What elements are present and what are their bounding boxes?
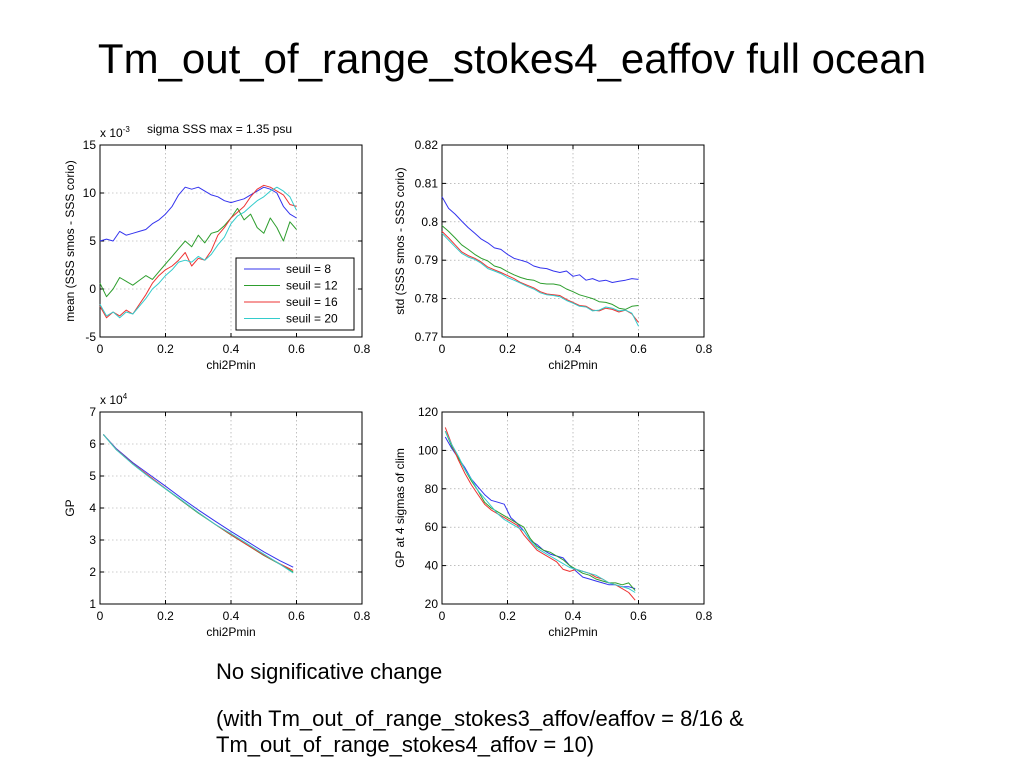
- y-tick-label: 10: [83, 186, 97, 200]
- series-line-seuil-8: [99, 186, 297, 242]
- y-tick-label: 120: [418, 405, 438, 419]
- series-line-seuil-20: [102, 434, 294, 574]
- x-tick-label: 0.4: [565, 609, 582, 623]
- y-tick-label: 0.77: [415, 330, 439, 344]
- series-line-seuil-8: [444, 436, 636, 590]
- x-axis-label: chi2Pmin: [548, 358, 597, 372]
- x-tick-label: 0: [97, 609, 104, 623]
- x-tick-label: 0.4: [223, 609, 240, 623]
- y-axis-label: std (SSS smos - SSS corio): [393, 167, 407, 314]
- series-line-seuil-12: [99, 207, 297, 298]
- y-tick-label: 40: [425, 559, 439, 573]
- y-tick-label: 0: [89, 282, 96, 296]
- y-tick-label: 0.78: [415, 292, 439, 306]
- x-tick-label: 0.4: [565, 342, 582, 356]
- x-tick-label: 0: [439, 609, 446, 623]
- series-line-seuil-20: [444, 430, 636, 593]
- y-tick-label: 5: [89, 469, 96, 483]
- x-tick-label: 0.2: [157, 609, 174, 623]
- y-tick-label: -5: [85, 330, 96, 344]
- x-tick-label: 0.6: [288, 342, 305, 356]
- y-multiplier-exponent: 4: [123, 392, 128, 401]
- y-tick-label: 15: [83, 138, 97, 152]
- y-tick-label: 0.82: [415, 138, 439, 152]
- x-tick-label: 0.4: [223, 342, 240, 356]
- x-tick-label: 0.8: [354, 342, 371, 356]
- y-tick-label: 1: [89, 597, 96, 611]
- x-axis-label: chi2Pmin: [206, 625, 255, 639]
- y-tick-label: 0.79: [415, 253, 439, 267]
- y-tick-label: 0.8: [421, 215, 438, 229]
- x-axis-label: chi2Pmin: [206, 358, 255, 372]
- y-tick-label: 20: [425, 597, 439, 611]
- y-tick-label: 2: [89, 565, 96, 579]
- x-tick-label: 0.6: [630, 342, 647, 356]
- x-tick-label: 0: [97, 342, 104, 356]
- y-tick-label: 80: [425, 482, 439, 496]
- slide-title: Tm_out_of_range_stokes4_eaffov full ocea…: [97, 35, 927, 82]
- x-tick-label: 0.8: [696, 609, 713, 623]
- x-tick-label: 0.8: [696, 342, 713, 356]
- y-multiplier: x 104: [100, 392, 128, 407]
- y-tick-label: 60: [425, 520, 439, 534]
- chart-gp-4-sigmas: 0 0.2 0.4 0.6 0.8 20 40 60 80 100 120 chi2Pmin GP at…: [393, 405, 713, 639]
- x-tick-label: 0: [439, 342, 446, 356]
- x-tick-label: 0.8: [354, 609, 371, 623]
- chart-title: sigma SSS max = 1.35 psu: [147, 122, 292, 136]
- legend-label-seuil-12: seuil = 12: [286, 279, 338, 293]
- series-line-seuil-20: [441, 232, 639, 327]
- y-tick-label: 3: [89, 533, 96, 547]
- chart-gp: 0 0.2 0.4 0.6 0.8 1 2 3 4 5 6 7 chi2Pmin GP x 104: [63, 392, 371, 639]
- y-axis-label: GP: [63, 499, 77, 516]
- chart-std: 0 0.2 0.4 0.6 0.8 0.77 0.78 0.79 0.8 0.81 0.82 chi2…: [393, 138, 713, 372]
- y-tick-label: 100: [418, 443, 438, 457]
- y-tick-label: 5: [89, 234, 96, 248]
- y-multiplier-exponent: -3: [123, 125, 131, 134]
- legend-box: [235, 257, 355, 331]
- series-line-seuil-8: [102, 434, 294, 568]
- y-tick-label: 0.81: [415, 176, 439, 190]
- y-multiplier: x 10-3: [100, 125, 130, 140]
- y-axis-label: mean (SSS smos - SSS corio): [63, 160, 77, 321]
- y-axis-label: GP at 4 sigmas of clim: [393, 448, 407, 568]
- x-tick-label: 0.6: [630, 609, 647, 623]
- legend-label-seuil-16: seuil = 16: [286, 295, 338, 309]
- series-line-seuil-20: [99, 186, 297, 319]
- y-tick-label: 6: [89, 437, 96, 451]
- caption-summary: No significative change: [216, 659, 443, 684]
- series-line-seuil-12: [441, 225, 639, 310]
- x-axis-label: chi2Pmin: [548, 625, 597, 639]
- caption-details: (with Tm_out_of_range_stokes3_affov/eaff…: [216, 706, 744, 758]
- y-tick-label: 4: [89, 501, 96, 515]
- legend-label-seuil-8: seuil = 8: [286, 262, 331, 276]
- x-tick-label: 0.2: [157, 342, 174, 356]
- series-line-seuil-16: [441, 231, 639, 323]
- x-tick-label: 0.2: [499, 609, 516, 623]
- x-tick-label: 0.6: [288, 609, 305, 623]
- x-tick-label: 0.2: [499, 342, 516, 356]
- series-line-seuil-8: [441, 196, 639, 283]
- y-tick-label: 7: [89, 405, 96, 419]
- legend-label-seuil-20: seuil = 20: [286, 312, 338, 326]
